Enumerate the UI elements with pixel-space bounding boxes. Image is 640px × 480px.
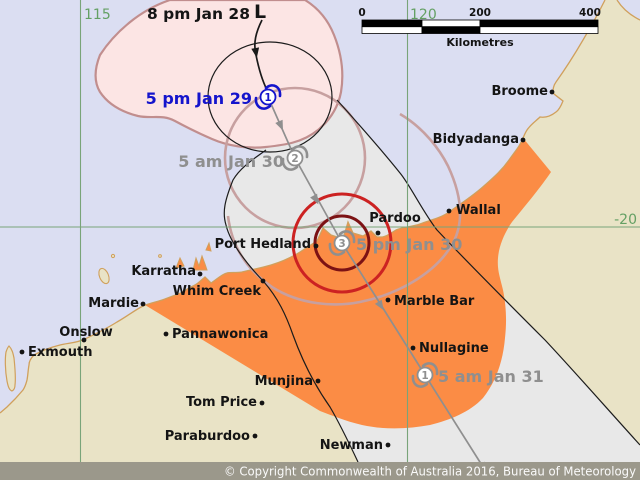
town-dot bbox=[385, 442, 391, 448]
lon-label-120: 120 bbox=[410, 7, 437, 23]
uncertainty-arc-3 bbox=[226, 112, 462, 306]
gale-area bbox=[94, 0, 344, 149]
position-time-label: 5 am Jan 30 bbox=[178, 152, 284, 171]
lat-label-20: -20 bbox=[614, 212, 637, 228]
town-dot bbox=[446, 208, 452, 214]
town-label: Pannawonica bbox=[172, 327, 268, 342]
position-time-label: 5 pm Jan 30 bbox=[356, 235, 462, 254]
position-time-label: 5 pm Jan 29 bbox=[146, 89, 252, 108]
cyclone-symbol: 1 bbox=[254, 84, 282, 110]
cyclone-arms-icon bbox=[328, 230, 356, 256]
wind-radius-outer bbox=[291, 192, 393, 294]
town-label: Karratha bbox=[131, 264, 196, 279]
town-dot bbox=[313, 243, 319, 249]
cyclone-eye-icon bbox=[259, 88, 277, 106]
scale-unit-label: Kilometres bbox=[446, 36, 514, 49]
cyclone-eye-icon bbox=[286, 149, 304, 167]
town-dot bbox=[140, 301, 146, 307]
lon-label-115: 115 bbox=[84, 7, 111, 23]
towns-layer: Broome Bidyadanga Wallal Pardoo Port Hedland… bbox=[19, 84, 555, 453]
town-label: Munjina bbox=[255, 374, 313, 389]
town-dot bbox=[549, 89, 555, 95]
cyclone-category: 1 bbox=[421, 370, 428, 382]
wind-radius-inner bbox=[313, 214, 371, 272]
cyclone-arms-icon bbox=[254, 84, 282, 110]
cyclone-arms-icon bbox=[281, 145, 309, 171]
watch-cone-outline bbox=[207, 41, 640, 463]
town-dot bbox=[259, 400, 265, 406]
town-dot bbox=[19, 349, 25, 355]
town-label: Bidyadanga bbox=[433, 132, 519, 147]
town-label: Newman bbox=[320, 438, 383, 453]
dampier-islands bbox=[175, 241, 212, 271]
start-time-label: 8 pm Jan 28 bbox=[147, 5, 250, 23]
town-dot bbox=[260, 278, 266, 284]
town-label: Whim Creek bbox=[173, 284, 262, 299]
town-label: Paraburdoo bbox=[165, 429, 250, 444]
cyclone-category: 2 bbox=[291, 153, 298, 165]
town-label: Exmouth bbox=[28, 345, 92, 360]
low-pressure-marker: L bbox=[254, 1, 266, 23]
town-dot bbox=[197, 271, 203, 277]
cyclone-category: 1 bbox=[264, 92, 271, 104]
cyclone-arms-icon bbox=[411, 362, 439, 388]
warning-zone bbox=[145, 138, 551, 429]
positions-layer: 1 5 pm Jan 29 2 5 am Jan 30 3 5 pm Jan 30 1 5 a… bbox=[146, 84, 544, 388]
cyclone-symbol: 2 bbox=[281, 145, 309, 171]
cyclone-symbol: 1 bbox=[411, 362, 439, 388]
cyclone-category: 3 bbox=[338, 238, 345, 250]
town-dot bbox=[385, 297, 391, 303]
exmouth-peninsula bbox=[4, 345, 17, 392]
town-label: Mardie bbox=[88, 296, 139, 311]
town-dot bbox=[252, 433, 258, 439]
town-dot bbox=[163, 331, 169, 337]
town-label: Broome bbox=[491, 84, 548, 99]
cyclone-symbol: 3 bbox=[328, 230, 356, 256]
town-dot bbox=[81, 337, 87, 343]
scale-label-0: 0 bbox=[358, 7, 365, 19]
scale-label-400: 400 bbox=[579, 7, 601, 19]
town-label: Nullagine bbox=[419, 341, 489, 356]
town-label: Wallal bbox=[456, 203, 501, 218]
copyright-text: © Copyright Commonwealth of Australia 20… bbox=[224, 465, 636, 479]
island bbox=[98, 267, 110, 285]
town-label: Tom Price bbox=[186, 395, 257, 410]
town-label: Onslow bbox=[59, 325, 112, 340]
scale-bar: 0 200 400 Kilometres bbox=[358, 7, 601, 49]
position-time-label: 5 am Jan 31 bbox=[438, 367, 544, 386]
cone-right-edge bbox=[336, 99, 640, 446]
islet bbox=[110, 253, 116, 259]
town-label: Marble Bar bbox=[394, 294, 475, 309]
copyright-bar bbox=[0, 462, 640, 480]
town-dot bbox=[520, 137, 526, 143]
cyclone-eye-icon bbox=[333, 234, 351, 252]
town-label: Port Hedland bbox=[215, 237, 311, 252]
town-dot bbox=[375, 230, 381, 236]
scale-label-200: 200 bbox=[469, 7, 491, 19]
town-dot bbox=[410, 345, 416, 351]
past-track-arrow bbox=[251, 47, 260, 58]
islet bbox=[158, 254, 162, 258]
cyclone-eye-icon bbox=[416, 366, 434, 384]
town-dot bbox=[315, 378, 321, 384]
town-label: Pardoo bbox=[369, 211, 421, 226]
